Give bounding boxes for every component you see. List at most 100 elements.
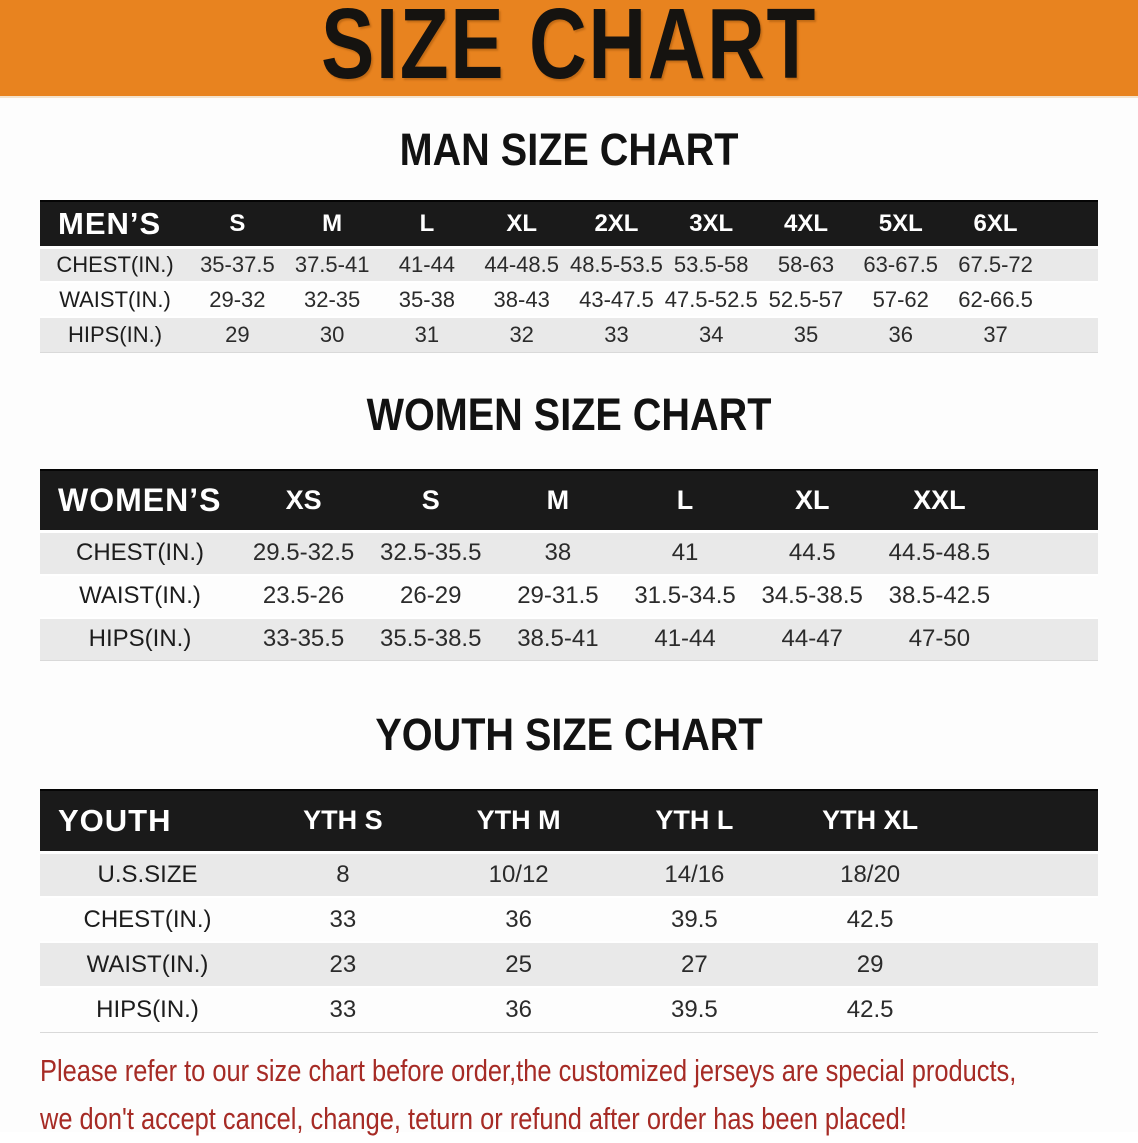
- section-youth: YOUTH SIZE CHART YOUTH YTH S YTH M YTH L YTH…: [0, 709, 1138, 1033]
- size-value: 35.5-38.5: [367, 617, 495, 661]
- table-row: CHEST(IN.) 33 36 39.5 42.5: [40, 897, 1098, 943]
- disclaimer-line: we don't accept cancel, change, teturn o…: [40, 1100, 907, 1136]
- section-women: WOMEN SIZE CHART WOMEN’S XS S M L XL XXL CHEST(…: [0, 389, 1138, 661]
- spacer-cell: [958, 897, 1098, 943]
- size-value: 35: [758, 317, 854, 353]
- row-label: CHEST(IN.): [40, 897, 255, 943]
- column-header: YTH S: [255, 789, 431, 854]
- table-row: HIPS(IN.) 33 36 39.5 42.5: [40, 987, 1098, 1033]
- youth-size-table: YOUTH YTH S YTH M YTH L YTH XL U.S.SIZE 8 10/12…: [40, 789, 1098, 1033]
- column-header: XL: [748, 468, 876, 533]
- size-value: 31: [379, 317, 475, 353]
- row-label: U.S.SIZE: [40, 852, 255, 898]
- spacer-cell: [958, 852, 1098, 898]
- table-row: WAIST(IN.) 29-32 32-35 35-38 38-43 43-47.5 47.…: [40, 282, 1098, 318]
- spacer-cell: [1003, 531, 1098, 576]
- size-value: 44.5: [748, 531, 876, 576]
- page-title: SIZE CHART: [321, 0, 817, 100]
- size-value: 32-35: [284, 282, 380, 318]
- spacer-cell: [1003, 574, 1098, 619]
- size-value: 29: [782, 942, 958, 988]
- column-header: YTH M: [430, 789, 607, 854]
- women-size-table: WOMEN’S XS S M L XL XXL CHEST(IN.) 29.5-32.5 32.5…: [40, 468, 1098, 661]
- column-header: L: [621, 468, 749, 533]
- size-value: 58-63: [758, 247, 854, 283]
- table-row: U.S.SIZE 8 10/12 14/16 18/20: [40, 852, 1098, 898]
- size-value: 52.5-57: [758, 282, 854, 318]
- size-value: 35-37.5: [190, 247, 285, 283]
- size-value: 41-44: [621, 617, 749, 661]
- column-header: XS: [240, 468, 368, 533]
- table-row: WAIST(IN.) 23 25 27 29: [40, 942, 1098, 988]
- size-value: 33: [255, 897, 431, 943]
- size-value: 30: [284, 317, 380, 353]
- size-value: 35-38: [379, 282, 475, 318]
- size-value: 39.5: [606, 897, 783, 943]
- size-value: 37.5-41: [284, 247, 380, 283]
- column-header: YTH XL: [782, 789, 958, 854]
- column-header: 3XL: [663, 200, 759, 249]
- size-value: 37: [948, 317, 1043, 353]
- size-value: 34.5-38.5: [748, 574, 876, 619]
- table-row: HIPS(IN.) 29 30 31 32 33 34 35 36 37: [40, 317, 1098, 353]
- size-value: 41-44: [379, 247, 475, 283]
- men-size-table: MEN’S S M L XL 2XL 3XL 4XL 5XL 6XL CHEST(IN.) 35-37…: [40, 200, 1098, 353]
- spacer-cell: [958, 789, 1098, 854]
- size-value: 33: [255, 987, 431, 1033]
- row-label: WAIST(IN.): [40, 942, 255, 988]
- table-row: CHEST(IN.) 29.5-32.5 32.5-35.5 38 41 44.5 44.5…: [40, 531, 1098, 576]
- size-value: 38-43: [474, 282, 570, 318]
- youth-section-title: YOUTH SIZE CHART: [375, 709, 763, 760]
- column-header: XXL: [875, 468, 1003, 533]
- size-value: 32: [474, 317, 570, 353]
- size-value: 8: [255, 852, 431, 898]
- disclaimer-line: Please refer to our size chart before or…: [40, 1052, 1017, 1088]
- column-header: 5XL: [853, 200, 949, 249]
- size-value: 29.5-32.5: [240, 531, 368, 576]
- table-header-row: MEN’S S M L XL 2XL 3XL 4XL 5XL 6XL: [40, 200, 1098, 249]
- column-header: XL: [474, 200, 570, 249]
- size-value: 31.5-34.5: [621, 574, 749, 619]
- table-row: HIPS(IN.) 33-35.5 35.5-38.5 38.5-41 41-44 44-…: [40, 617, 1098, 661]
- size-value: 57-62: [853, 282, 949, 318]
- size-value: 42.5: [782, 897, 958, 943]
- column-header: 2XL: [569, 200, 664, 249]
- column-header: 6XL: [948, 200, 1043, 249]
- column-header: M: [284, 200, 380, 249]
- size-value: 39.5: [606, 987, 783, 1033]
- column-header: L: [379, 200, 475, 249]
- size-value: 53.5-58: [663, 247, 759, 283]
- size-value: 36: [853, 317, 949, 353]
- section-men: MAN SIZE CHART MEN’S S M L XL 2XL 3XL 4XL 5XL 6XL…: [0, 124, 1138, 353]
- spacer-cell: [1043, 200, 1098, 249]
- spacer-cell: [1003, 468, 1098, 533]
- table-row: WAIST(IN.) 23.5-26 26-29 29-31.5 31.5-34.5 34…: [40, 574, 1098, 619]
- row-label: CHEST(IN.): [40, 531, 240, 576]
- table-header-row: YOUTH YTH S YTH M YTH L YTH XL: [40, 789, 1098, 854]
- size-value: 14/16: [606, 852, 783, 898]
- row-label: HIPS(IN.): [40, 317, 190, 353]
- spacer-cell: [1043, 317, 1098, 353]
- size-value: 38.5-41: [494, 617, 622, 661]
- size-value: 23.5-26: [240, 574, 368, 619]
- column-header: 4XL: [758, 200, 854, 249]
- spacer-cell: [1043, 247, 1098, 283]
- size-value: 67.5-72: [948, 247, 1043, 283]
- table-header-row: WOMEN’S XS S M L XL XXL: [40, 468, 1098, 533]
- size-value: 36: [430, 897, 607, 943]
- size-value: 27: [606, 942, 783, 988]
- size-value: 44-48.5: [474, 247, 570, 283]
- size-value: 10/12: [430, 852, 607, 898]
- column-header: YTH L: [606, 789, 783, 854]
- column-header: S: [190, 200, 285, 249]
- row-label: HIPS(IN.): [40, 987, 255, 1033]
- size-value: 38: [494, 531, 622, 576]
- size-value: 42.5: [782, 987, 958, 1033]
- size-value: 18/20: [782, 852, 958, 898]
- table-row: CHEST(IN.) 35-37.5 37.5-41 41-44 44-48.5 48.5…: [40, 247, 1098, 283]
- group-label: WOMEN’S: [40, 468, 240, 533]
- row-label: HIPS(IN.): [40, 617, 240, 661]
- men-section-title: MAN SIZE CHART: [399, 124, 739, 175]
- size-value: 48.5-53.5: [569, 247, 664, 283]
